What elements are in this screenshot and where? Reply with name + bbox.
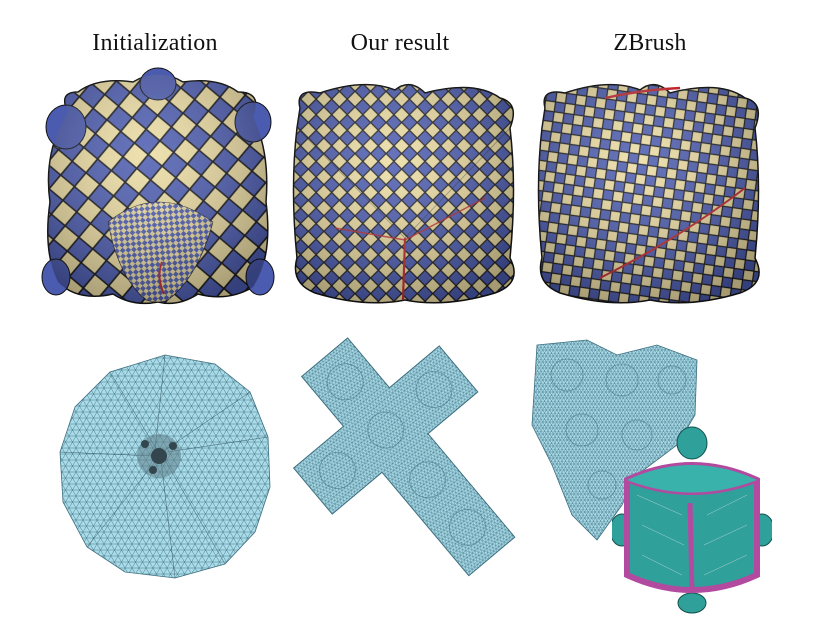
our-result-textured-model — [285, 68, 523, 308]
init-uv-mesh — [55, 352, 275, 582]
column-title-initialization: Initialization — [92, 30, 218, 56]
init-textured-model — [38, 62, 278, 307]
our-result-uv-mesh — [275, 318, 535, 588]
zbrush-uv-mesh — [527, 335, 702, 545]
column-title-zbrush: ZBrush — [613, 30, 687, 56]
column-title-our-result: Our result — [350, 30, 450, 56]
zbrush-inset-model — [612, 425, 772, 615]
zbrush-textured-model — [530, 68, 768, 308]
